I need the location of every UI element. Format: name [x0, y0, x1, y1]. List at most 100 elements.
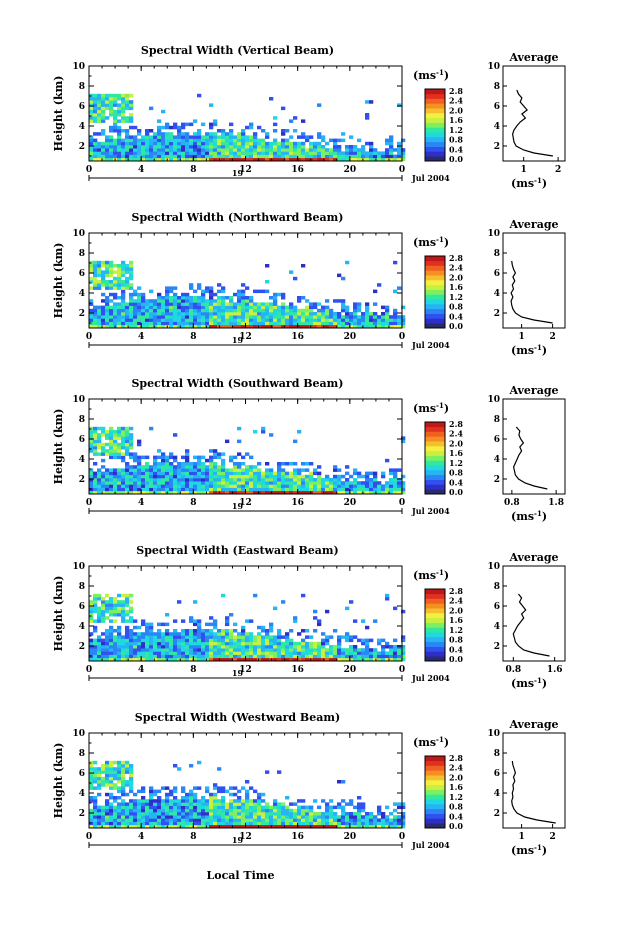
heatmap-cell [93, 138, 98, 143]
heatmap-cell [117, 654, 122, 659]
heatmap-cell [345, 815, 350, 819]
heatmap-cell [153, 645, 158, 649]
heatmap-cell [237, 474, 242, 479]
heatmap-cell [97, 767, 102, 771]
heatmap-cell [337, 818, 342, 822]
heatmap-cell [133, 802, 138, 806]
heatmap-cell [273, 305, 278, 310]
heatmap-cell [221, 478, 226, 482]
heatmap-cell [97, 792, 102, 797]
heatmap-cell [253, 802, 258, 806]
heatmap-cell [113, 452, 118, 456]
heatmap-cell [129, 93, 134, 98]
heatmap-cell [305, 812, 310, 816]
heatmap-cell [341, 805, 346, 810]
heatmap-cell [353, 635, 358, 639]
heatmap-cell [213, 638, 218, 643]
heatmap-cell [181, 786, 186, 790]
heatmap-cell [257, 821, 262, 826]
heatmap-cell [265, 645, 270, 649]
heatmap-cell [245, 296, 250, 300]
heatmap-cell [373, 157, 378, 162]
heatmap-cell [269, 821, 274, 826]
heatmap-cell [241, 808, 246, 813]
heatmap-cell [113, 783, 118, 787]
heatmap-cell [133, 619, 138, 623]
heatmap-cell [117, 308, 122, 313]
heatmap-cell [149, 796, 154, 800]
heatmap-cell [117, 449, 122, 453]
heatmap-cell [373, 481, 378, 485]
colorbar-swatch [425, 484, 445, 490]
heatmap-cell [101, 97, 106, 101]
heatmap-cell [345, 465, 350, 469]
heatmap-cell [121, 267, 126, 271]
heatmap-cell [229, 138, 234, 143]
heatmap-cell [129, 799, 134, 803]
heatmap-cell [265, 815, 270, 819]
average-y-tick-label: 8 [494, 582, 500, 592]
heatmap-cell [297, 815, 302, 819]
heatmap-cell [389, 654, 394, 659]
heatmap-cell [273, 478, 278, 482]
heatmap-cell [101, 116, 106, 120]
heatmap-cell [213, 157, 218, 162]
heatmap-cell [373, 487, 378, 492]
heatmap-cell [105, 632, 110, 636]
heatmap-cell [337, 487, 342, 492]
heatmap-cell [237, 151, 242, 155]
heatmap-cell [389, 481, 394, 485]
heatmap-cell [169, 632, 174, 636]
heatmap-cell [309, 484, 314, 488]
heatmap-cell [149, 490, 154, 495]
heatmap-cell [273, 151, 278, 155]
heatmap-cell [129, 119, 134, 123]
heatmap-cell [345, 157, 350, 162]
heatmap-cell [281, 141, 286, 146]
heatmap-cell [301, 654, 306, 659]
heatmap-cell [261, 478, 266, 482]
heatmap-cell [385, 148, 390, 152]
heatmap-cell [129, 657, 134, 662]
heatmap-cell [389, 657, 394, 662]
heatmap-cell [297, 818, 302, 822]
heatmap-cell [153, 151, 158, 155]
heatmap-cell [129, 808, 134, 813]
heatmap-cell [109, 264, 114, 268]
heatmap-cell [345, 145, 350, 149]
heatmap-cell [273, 651, 278, 655]
heatmap-cell [113, 113, 118, 117]
heatmap-cell [121, 270, 126, 274]
heatmap-cell [229, 157, 234, 162]
heatmap-cell [169, 645, 174, 649]
heatmap-cell [209, 151, 214, 155]
heatmap-cell [145, 487, 150, 492]
heatmap-cell [289, 321, 294, 326]
heatmap-cell [229, 638, 234, 643]
heatmap-cell [353, 145, 358, 149]
heatmap-cell [357, 471, 362, 476]
heatmap-cell [109, 426, 114, 431]
heatmap-cell [245, 802, 250, 806]
heatmap-cell [121, 468, 126, 472]
heatmap-cell [337, 138, 342, 143]
heatmap-cell [249, 812, 254, 816]
heatmap-cell [237, 312, 242, 316]
heatmap-cell [93, 773, 98, 778]
heatmap-cell [257, 148, 262, 152]
colorbar-tick-label: 0.8 [449, 802, 463, 812]
panel-4: Spectral Width (Eastward Beam)0 4 8 12 16 20 0… [52, 544, 566, 690]
heatmap-cell [221, 474, 226, 479]
average-x-label: (ms-1) [511, 676, 547, 690]
heatmap-cell [169, 312, 174, 316]
heatmap-cell [157, 468, 162, 472]
heatmap-cell [157, 312, 162, 316]
heatmap-cell [353, 481, 358, 485]
colorbar-swatch [425, 813, 445, 819]
heatmap-cell [169, 296, 174, 300]
heatmap-cell [169, 299, 174, 303]
heatmap-cell [165, 481, 170, 485]
heatmap-cell [353, 821, 358, 826]
heatmap-cell [213, 132, 218, 136]
heatmap-cell [397, 478, 402, 482]
